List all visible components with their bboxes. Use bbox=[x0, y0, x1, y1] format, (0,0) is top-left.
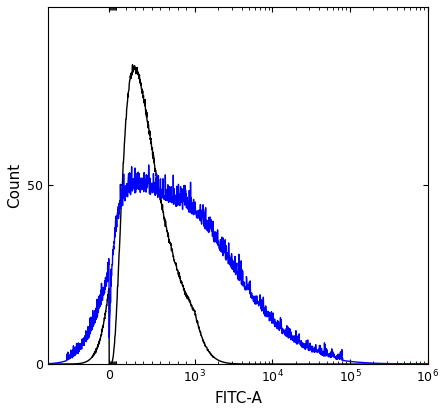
X-axis label: FITC-A: FITC-A bbox=[214, 391, 262, 406]
Y-axis label: Count: Count bbox=[7, 163, 22, 208]
